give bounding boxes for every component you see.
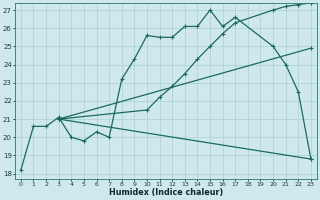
X-axis label: Humidex (Indice chaleur): Humidex (Indice chaleur) bbox=[109, 188, 223, 197]
